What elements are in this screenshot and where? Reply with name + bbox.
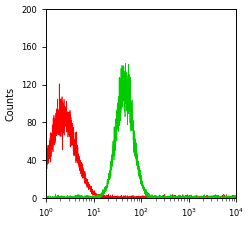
- Y-axis label: Counts: Counts: [6, 86, 16, 121]
